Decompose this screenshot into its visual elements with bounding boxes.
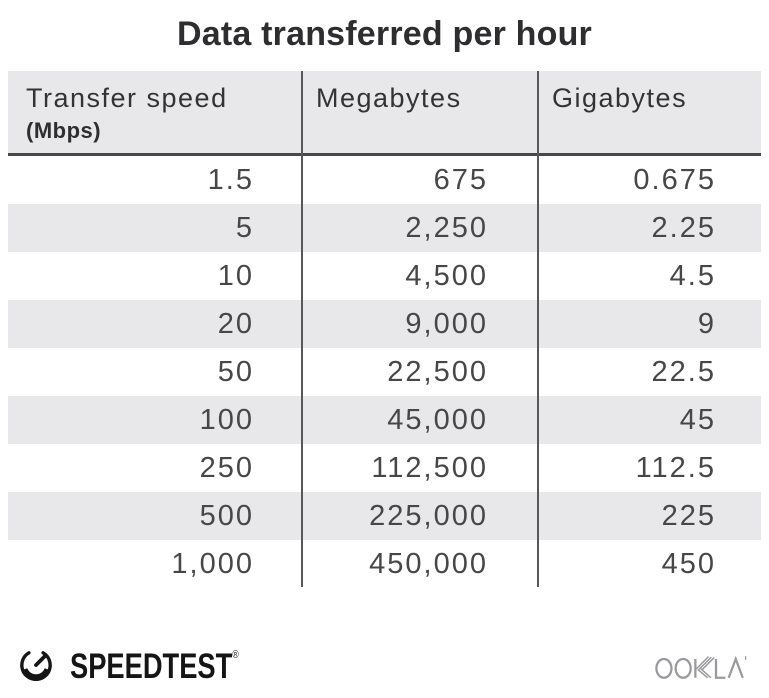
cell-megabytes: 450,000 [369, 548, 488, 580]
cell-speed: 5 [235, 212, 254, 244]
column-header-transfer-speed-unit: (Mbps) [26, 118, 102, 143]
table-row: 5 2,250 2.25 [8, 204, 761, 252]
cell-gigabytes: 225 [661, 500, 716, 532]
cell-speed: 1.5 [207, 164, 254, 196]
table-row: 20 9,000 9 [8, 300, 761, 348]
cell-gigabytes: 9 [697, 308, 716, 340]
table-row: 1,000 450,000 450 [8, 540, 761, 588]
speedtest-wordmark: SPEEDTEST® [70, 647, 239, 687]
cell-gigabytes: 22.5 [651, 356, 716, 388]
cell-megabytes: 112,500 [371, 452, 488, 484]
page-title: Data transferred per hour [177, 15, 592, 53]
table-row: 500 225,000 225 [8, 492, 761, 540]
cell-speed: 20 [217, 308, 254, 340]
table-row: 250 112,500 112.5 [8, 444, 761, 492]
cell-speed: 100 [199, 404, 254, 436]
cell-gigabytes: 450 [661, 548, 716, 580]
column-header-transfer-speed-label: Transfer speed [26, 83, 228, 113]
cell-megabytes: 2,250 [405, 212, 488, 244]
footer: SPEEDTEST® [0, 591, 769, 698]
cell-gigabytes: 2.25 [651, 212, 716, 244]
column-divider-1 [301, 71, 303, 587]
speedtest-wordmark-text: SPEEDTEST [70, 646, 233, 686]
cell-speed: 10 [217, 260, 254, 292]
cell-gigabytes: 0.675 [633, 164, 716, 196]
column-header-transfer-speed: Transfer speed (Mbps) [8, 71, 302, 153]
cell-megabytes: 22,500 [387, 356, 488, 388]
table-row: 100 45,000 45 [8, 396, 761, 444]
cell-speed: 1,000 [171, 548, 254, 580]
data-table: Transfer speed (Mbps) Megabytes Gigabyte… [8, 71, 761, 588]
speedtest-gauge-icon [14, 643, 58, 690]
cell-gigabytes: 45 [679, 404, 716, 436]
column-divider-2 [537, 71, 539, 587]
cell-gigabytes: 4.5 [669, 260, 716, 292]
cell-speed: 50 [217, 356, 254, 388]
cell-megabytes: 225,000 [369, 500, 488, 532]
cell-megabytes: 4,500 [405, 260, 488, 292]
cell-megabytes: 675 [433, 164, 488, 196]
table-body: 1.5 675 0.675 5 2,250 2.25 10 4,500 4.5 … [8, 156, 761, 588]
cell-megabytes: 9,000 [405, 308, 488, 340]
column-header-gigabytes: Gigabytes [552, 83, 688, 113]
cell-speed: 500 [199, 500, 254, 532]
table-row: 1.5 675 0.675 [8, 156, 761, 204]
cell-megabytes: 45,000 [387, 404, 488, 436]
cell-speed: 250 [199, 452, 254, 484]
registered-trademark-symbol: ® [232, 648, 239, 661]
table-header-row: Transfer speed (Mbps) Megabytes Gigabyte… [8, 71, 761, 156]
speedtest-logo: SPEEDTEST® [14, 643, 286, 690]
title-bar: Data transferred per hour [0, 0, 769, 71]
cell-gigabytes: 112.5 [635, 452, 716, 484]
column-header-megabytes: Megabytes [316, 83, 462, 113]
ookla-logo [655, 650, 747, 688]
table-row: 10 4,500 4.5 [8, 252, 761, 300]
table-row: 50 22,500 22.5 [8, 348, 761, 396]
